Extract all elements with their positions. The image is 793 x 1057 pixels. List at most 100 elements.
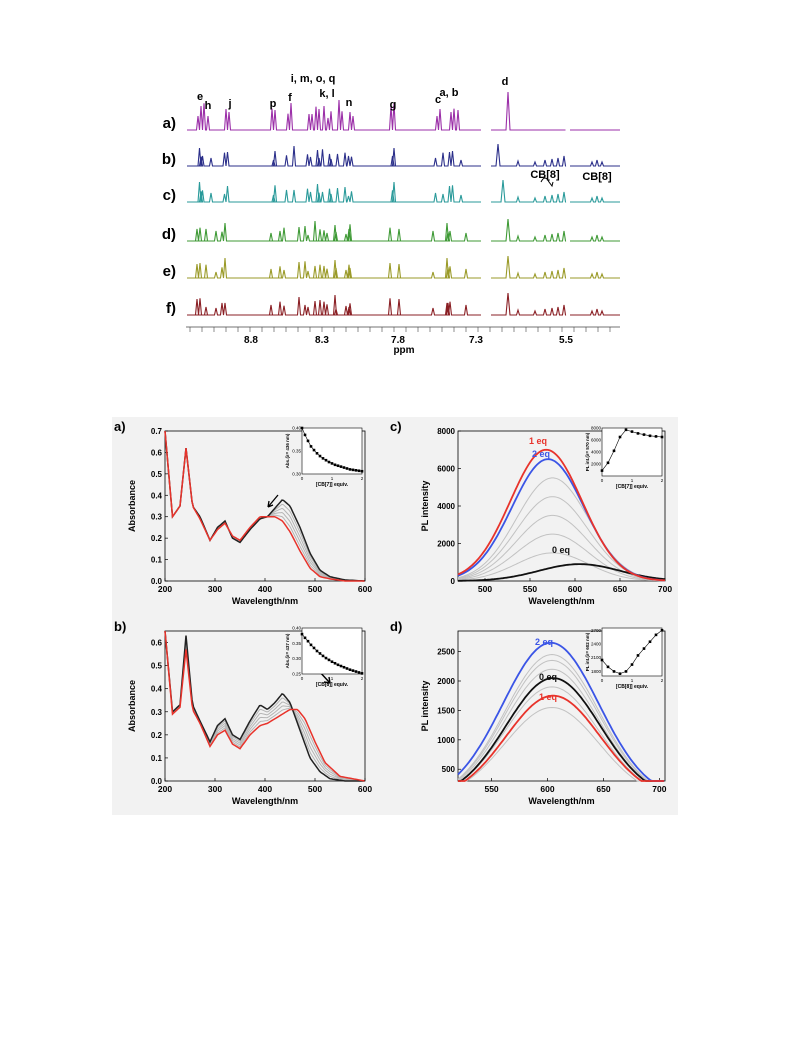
inset-x-axis-label: [CB[7]] equiv. bbox=[616, 484, 649, 490]
x-tick-label: 600 bbox=[358, 784, 372, 794]
y-axis-label: Absorbance bbox=[127, 480, 137, 532]
x-tick-label: 550 bbox=[523, 584, 537, 594]
inset-y-tick-label: 1800 bbox=[591, 669, 602, 674]
inset-x-tick-label: 1 bbox=[631, 678, 634, 683]
x-tick-label: 500 bbox=[478, 584, 492, 594]
grey-titration-line bbox=[457, 653, 664, 782]
inset-data-point bbox=[660, 435, 664, 439]
x-tick-label: 200 bbox=[158, 584, 172, 594]
series-0eq-line bbox=[458, 677, 664, 782]
inset-frame bbox=[601, 427, 663, 477]
nmr-row-label: a) bbox=[163, 115, 176, 132]
nmr-peak-label: p bbox=[270, 98, 277, 110]
x-tick-label: 600 bbox=[540, 784, 554, 794]
nmr-cb8-arrow bbox=[540, 177, 554, 188]
x-axis-label: Wavelength/nm bbox=[528, 596, 594, 606]
inset-y-axis-label: PL int.(λ= 602 nm) bbox=[585, 632, 590, 671]
x-axis-label: Wavelength/nm bbox=[232, 796, 298, 806]
nmr-peak-label: d bbox=[502, 76, 509, 88]
series-2eq-line bbox=[457, 641, 664, 782]
y-tick-label: 8000 bbox=[437, 427, 455, 436]
y-tick-label: 1500 bbox=[437, 706, 455, 715]
inset-y-tick-label: 0.30 bbox=[292, 472, 301, 477]
inset-x-tick-label: 2 bbox=[361, 676, 364, 681]
x-tick-label: 400 bbox=[258, 584, 272, 594]
y-tick-label: 2500 bbox=[437, 648, 455, 657]
nmr-tick-label: 8.8 bbox=[244, 335, 258, 346]
nmr-tick-label: 7.8 bbox=[391, 335, 405, 346]
pl-chart-d: d) 550 600 650 700 500 1000 1500 2000 2500 Wavelen… bbox=[390, 619, 667, 806]
nmr-peak-label: CB[8] bbox=[530, 169, 560, 181]
nmr-row-label: b) bbox=[162, 151, 176, 168]
x-tick-label: 550 bbox=[484, 784, 498, 794]
panel-label: d) bbox=[390, 619, 402, 634]
absorbance-chart-a: a) 200 300 400 500 600 0.0 0.1 0.2 0.3 0.4 0.5 0.6 0.… bbox=[114, 419, 372, 606]
y-tick-label: 0.6 bbox=[151, 448, 163, 457]
grey-titration-line bbox=[457, 514, 666, 581]
y-tick-label: 0.2 bbox=[151, 534, 163, 543]
y-tick-label: 0.5 bbox=[151, 662, 163, 671]
series-label-1eq: 1 eq bbox=[539, 692, 557, 702]
nmr-spectrum-trace bbox=[187, 220, 481, 242]
y-tick-label: 2000 bbox=[437, 540, 455, 549]
inset-frame bbox=[601, 627, 663, 677]
y-tick-label: 6000 bbox=[437, 465, 455, 474]
nmr-tick-label: 5.5 bbox=[559, 335, 573, 346]
inset-data-point bbox=[360, 469, 364, 473]
panel-label: a) bbox=[114, 419, 126, 434]
nmr-row-label: f) bbox=[166, 300, 176, 317]
nmr-spectrum-trace bbox=[187, 145, 481, 167]
nmr-peak-label: h bbox=[205, 100, 212, 112]
nmr-spectrum-trace bbox=[570, 195, 620, 203]
nmr-spectrum-trace bbox=[491, 91, 566, 131]
series-1eq-line bbox=[458, 694, 664, 782]
y-tick-label: 0.1 bbox=[151, 754, 163, 763]
nmr-spectrum-trace bbox=[187, 181, 481, 203]
inset-x-tick-label: 2 bbox=[661, 678, 664, 683]
inset-x-axis-label: [CB[8]] equiv. bbox=[616, 684, 649, 690]
nmr-peak-label: CB[8] bbox=[582, 171, 612, 183]
inset-y-axis-label: Abs.(λ= 436 nm) bbox=[285, 433, 290, 468]
nmr-row-label: e) bbox=[163, 263, 176, 280]
series-label-0eq: 0 eq bbox=[552, 545, 570, 555]
figure-background bbox=[112, 417, 678, 815]
inset-y-tick-label: 0.35 bbox=[292, 641, 301, 646]
x-tick-label: 200 bbox=[158, 784, 172, 794]
nmr-spectrum-trace bbox=[187, 99, 481, 131]
y-tick-label: 0.4 bbox=[151, 685, 163, 694]
nmr-peak-label: n bbox=[346, 97, 353, 109]
nmr-spectrum-trace bbox=[491, 255, 567, 279]
inset-x-tick-label: 1 bbox=[631, 478, 634, 483]
inset-line bbox=[301, 427, 363, 472]
y-tick-label: 4000 bbox=[437, 502, 455, 511]
end-series-line bbox=[164, 430, 365, 582]
grey-titration-line bbox=[457, 552, 665, 582]
start-series-line bbox=[164, 430, 365, 582]
nmr-spectra-figure: a) b) c) d) e) f) 8.8 8.3 7.8 7.3 5.5 ppm eh j p f i, m,… bbox=[162, 73, 620, 356]
y-axis-label: PL intensity bbox=[420, 681, 430, 732]
series-label-2eq: 2 eq bbox=[535, 637, 553, 647]
grey-titration-line bbox=[457, 533, 665, 582]
grey-titration-line bbox=[457, 496, 666, 581]
y-tick-label: 0.7 bbox=[151, 427, 163, 436]
inset-x-tick-label: 1 bbox=[331, 676, 334, 681]
x-tick-label: 650 bbox=[596, 784, 610, 794]
inset-x-axis-label: [CB[7]] equiv. bbox=[316, 482, 349, 488]
inset-y-tick-label: 0.40 bbox=[292, 426, 301, 431]
series-label-0eq: 0 eq bbox=[539, 672, 557, 682]
inset-y-tick-label: 2700 bbox=[591, 628, 602, 633]
inset-y-tick-label: 2400 bbox=[591, 642, 602, 647]
nmr-spectrum-trace bbox=[491, 218, 567, 242]
y-tick-label: 0.3 bbox=[151, 708, 163, 717]
nmr-tick-label: 7.3 bbox=[469, 335, 483, 346]
series-label-2eq: 2 eq bbox=[532, 449, 550, 459]
y-tick-label: 0.1 bbox=[151, 556, 163, 565]
trend-arrow bbox=[267, 494, 279, 508]
inset-y-tick-label: 8000 bbox=[591, 426, 602, 431]
x-tick-label: 400 bbox=[258, 784, 272, 794]
nmr-peak-label: e bbox=[197, 91, 203, 103]
y-tick-label: 0.5 bbox=[151, 470, 163, 479]
inset-x-tick-label: 1 bbox=[331, 476, 334, 481]
inset-x-tick-label: 0 bbox=[301, 476, 304, 481]
nmr-peak-label: j bbox=[227, 98, 231, 110]
